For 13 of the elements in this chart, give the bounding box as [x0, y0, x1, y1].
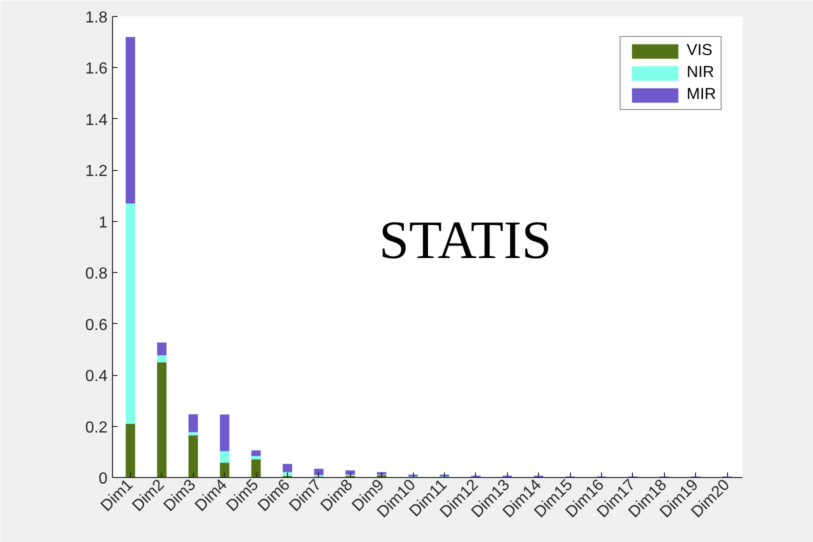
y-tick-label: 0.6 [85, 316, 108, 334]
annotation: STATIS [378, 210, 552, 270]
y-tick-label: 0.4 [85, 368, 108, 386]
legend-label: VIS [686, 42, 712, 60]
y-tick-label: 1.6 [85, 60, 108, 78]
legend-label: NIR [686, 64, 714, 82]
y-tick-label: 0.8 [85, 266, 108, 283]
y-tick-label: 1 [98, 214, 108, 232]
y-tick-label: 1.2 [85, 163, 108, 180]
y-tick-label: 1.8 [85, 10, 108, 26]
y-tick-label: 1.4 [85, 112, 108, 129]
legend-label: MIR [686, 86, 716, 104]
y-tick-label: 0.2 [85, 419, 108, 436]
